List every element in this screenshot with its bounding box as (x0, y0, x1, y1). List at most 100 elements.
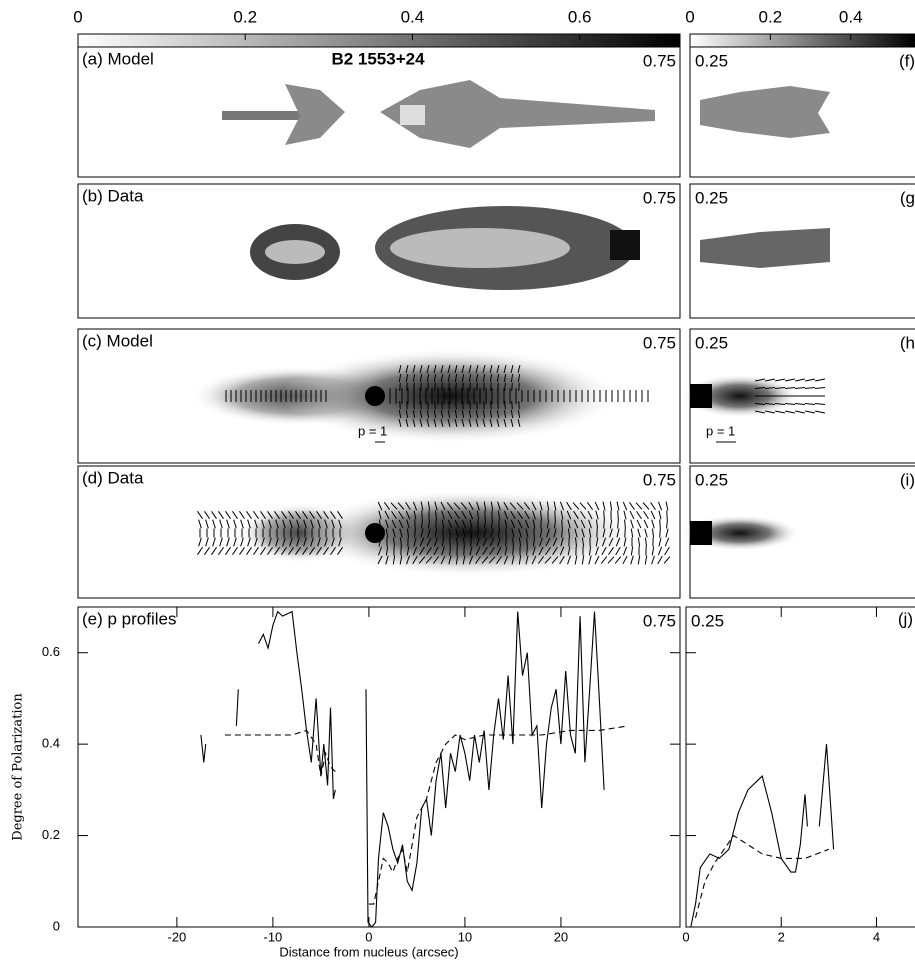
vector (377, 501, 383, 511)
vector (447, 418, 451, 428)
vector (398, 364, 402, 374)
vector (253, 511, 259, 519)
vector (490, 519, 494, 529)
vector (587, 510, 593, 520)
vector (644, 528, 648, 538)
vector (310, 519, 314, 529)
vector (455, 400, 457, 410)
vector (623, 537, 627, 547)
vector (218, 511, 224, 519)
vector (454, 418, 458, 428)
vector (412, 501, 418, 511)
vector (588, 528, 592, 538)
vector (581, 555, 585, 565)
vector (517, 418, 521, 428)
vector (642, 502, 650, 510)
vector (489, 364, 493, 374)
vector (475, 364, 479, 374)
vector (617, 510, 619, 520)
vector (405, 418, 409, 428)
vector (414, 519, 416, 529)
vector (600, 556, 608, 564)
vector (453, 502, 461, 510)
vector (588, 519, 592, 529)
vector (539, 501, 543, 511)
vector (420, 382, 422, 392)
vector (433, 373, 437, 383)
vector (574, 537, 578, 547)
y-tick-label: 0.4 (42, 736, 60, 751)
vector (496, 364, 500, 374)
vector (488, 556, 496, 564)
vector (775, 378, 785, 382)
vector (643, 519, 649, 529)
vector (460, 502, 468, 510)
vector (482, 537, 488, 547)
vector (560, 537, 564, 547)
resolution: 0.75 (643, 188, 676, 207)
vector (449, 546, 451, 556)
vector (511, 400, 513, 410)
vector (261, 519, 265, 529)
resolution: 0.25 (695, 51, 728, 70)
vector (664, 537, 670, 547)
vector (441, 382, 443, 392)
profile-line (690, 744, 835, 928)
vector (385, 546, 389, 556)
vector (659, 519, 661, 529)
vector (282, 519, 286, 529)
vector (497, 382, 499, 392)
vector (663, 556, 671, 564)
vector (448, 528, 452, 538)
vector (784, 403, 796, 405)
vector (784, 387, 796, 389)
vector (419, 364, 423, 374)
vector (309, 511, 315, 519)
vector (496, 418, 500, 428)
vector (426, 418, 430, 428)
vector (316, 547, 322, 555)
vector (815, 410, 825, 414)
vector (419, 546, 425, 556)
vector (665, 528, 669, 538)
vector (637, 555, 641, 565)
vector (455, 537, 459, 547)
vector (518, 555, 522, 565)
resolution: 0.25 (695, 188, 728, 207)
vector (405, 409, 409, 419)
vector (468, 510, 474, 520)
vector (615, 546, 621, 556)
vector (303, 519, 307, 529)
vector (643, 510, 649, 520)
vector (526, 546, 528, 556)
vector (503, 501, 509, 511)
vector (441, 510, 445, 520)
colorbar-tick-label: 0.6 (568, 7, 592, 26)
data-image (250, 206, 830, 290)
vector (268, 537, 272, 547)
vector (503, 555, 509, 565)
vector (651, 528, 655, 538)
vector (461, 519, 467, 529)
vector (523, 502, 531, 510)
vector (433, 409, 437, 419)
vector (754, 403, 766, 405)
vector (581, 537, 585, 547)
vector (268, 519, 272, 529)
vector (378, 537, 382, 547)
vector (406, 519, 410, 529)
vector (232, 511, 238, 519)
x-tick-label: 0 (682, 929, 689, 944)
vector (524, 519, 530, 529)
profile-line (224, 725, 629, 905)
vector (260, 511, 266, 519)
vector (295, 511, 301, 519)
vector (434, 400, 436, 410)
vector (559, 546, 565, 556)
vector (406, 555, 410, 565)
vector (622, 501, 628, 511)
vector (405, 373, 409, 383)
vector (544, 556, 552, 564)
vector (475, 418, 479, 428)
vector (481, 556, 489, 564)
